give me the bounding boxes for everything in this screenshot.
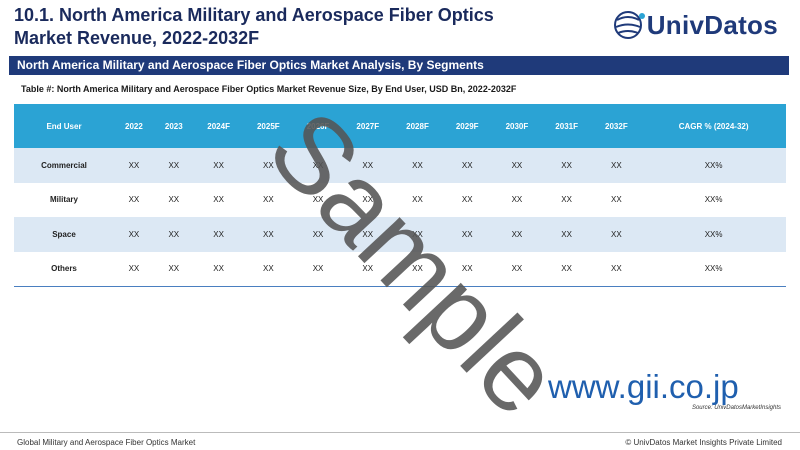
column-header: 2032F: [591, 104, 642, 148]
section-banner: North America Military and Aerospace Fib…: [9, 56, 789, 75]
table-cell: XX: [193, 148, 244, 183]
table-row: Commercial XX XX XX XX XX XX XX XX XX XX…: [14, 148, 786, 183]
table-header-row: End User 2022 2023 2024F 2025F 2026F 202…: [14, 104, 786, 148]
column-header-cagr: CAGR % (2024-32): [641, 104, 786, 148]
table-cell: XX: [511, 195, 523, 205]
table-cell: XX: [193, 217, 244, 252]
globe-logo-icon: [613, 11, 645, 39]
table-cell: XX: [342, 251, 393, 287]
table-cell: XX: [128, 195, 140, 205]
table-cell: XX: [392, 217, 443, 252]
table-cell: XX: [561, 195, 572, 205]
column-header: 2028F: [392, 104, 443, 148]
table-cell: XX: [153, 251, 194, 287]
table-cell: XX: [442, 251, 493, 287]
table-cell: XX: [342, 148, 393, 183]
column-header: 2022: [114, 104, 154, 148]
column-header: 2030F: [492, 104, 542, 148]
table-cell: XX: [262, 195, 274, 205]
table-cell: XX: [591, 217, 642, 252]
table-cell: XX: [293, 251, 343, 287]
row-label: Commercial: [14, 148, 114, 183]
table-cell: XX%: [641, 217, 786, 252]
table-cell: XX: [193, 251, 244, 287]
table-cell: XX: [492, 217, 542, 252]
table-cell: XX: [591, 148, 642, 183]
table-cell: XX: [153, 217, 194, 252]
univdatos-logo: UnivDatos: [613, 10, 778, 40]
source-note: Source: UnivDatosMarketInsights: [691, 405, 781, 411]
table-cell: XX: [114, 217, 154, 252]
table-cell: XX: [541, 217, 592, 252]
table-cell: XX: [293, 217, 343, 252]
table-cell: XX: [243, 148, 294, 183]
table-row: Military XX XX XX XX XX XX XX XX XX XX X…: [14, 183, 786, 218]
table-cell: XX: [243, 251, 294, 287]
table-cell: XX: [114, 148, 154, 183]
table-cell: XX%: [704, 195, 723, 205]
table-row: Space XX XX XX XX XX XX XX XX XX XX XX X…: [14, 217, 786, 252]
table-cell: XX: [362, 195, 374, 205]
footer-copyright: © UnivDatos Market Insights Private Limi…: [625, 438, 782, 447]
table-caption: Table #: North America Military and Aero…: [21, 84, 517, 94]
row-label: Space: [14, 217, 114, 252]
table-cell: XX: [392, 251, 443, 287]
column-header: 2025F: [243, 104, 294, 148]
table-cell: XX: [153, 148, 194, 183]
table-cell: XX: [541, 148, 592, 183]
table-cell: XX: [412, 195, 423, 205]
row-label: Others: [14, 251, 114, 287]
column-header: 2026F: [293, 104, 343, 148]
row-label: Military: [49, 195, 78, 205]
revenue-table: End User 2022 2023 2024F 2025F 2026F 202…: [14, 104, 786, 287]
table-cell: XX: [541, 251, 592, 287]
footer-market-name: Global Military and Aerospace Fiber Opti…: [17, 438, 196, 447]
table-cell: XX: [392, 148, 443, 183]
table-cell: XX: [442, 217, 493, 252]
column-header: 2023: [153, 104, 194, 148]
logo-text: UnivDatos: [646, 9, 778, 40]
table-cell: XX: [611, 195, 622, 205]
table-cell: XX: [168, 195, 180, 205]
column-header: 2031F: [541, 104, 592, 148]
table-cell: XX: [342, 217, 393, 252]
column-header: End User: [14, 104, 114, 148]
url-watermark: www.gii.co.jp: [548, 368, 739, 405]
table-cell: XX: [114, 251, 154, 287]
table-cell: XX%: [641, 251, 786, 287]
table-cell: XX: [442, 148, 493, 183]
table-cell: XX: [591, 251, 642, 287]
column-header: 2029F: [442, 104, 493, 148]
table-cell: XX: [243, 217, 294, 252]
table-cell: XX: [312, 195, 324, 205]
table-cell: XX: [293, 148, 343, 183]
table-cell: XX: [213, 195, 224, 205]
table-cell: XX: [461, 195, 473, 205]
column-header: 2024F: [193, 104, 244, 148]
table-cell: XX: [492, 148, 542, 183]
page-title: 10.1. North America Military and Aerospa…: [14, 5, 494, 48]
table-cell: XX: [492, 251, 542, 287]
table-row: Others XX XX XX XX XX XX XX XX XX XX XX …: [14, 251, 786, 287]
table-cell: XX%: [641, 148, 786, 183]
column-header: 2027F: [342, 104, 393, 148]
footer-divider: [0, 432, 800, 433]
